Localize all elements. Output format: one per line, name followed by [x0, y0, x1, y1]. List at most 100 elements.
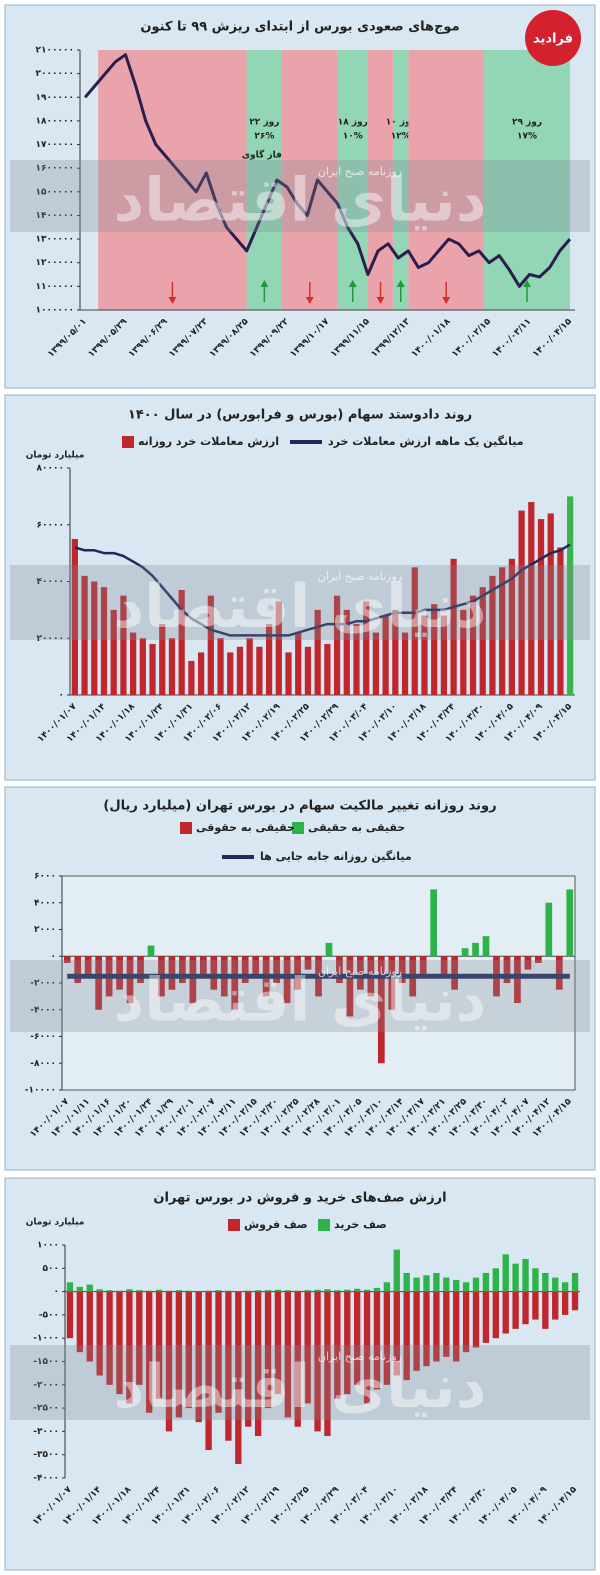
bar — [205, 1291, 212, 1451]
bar — [423, 1291, 430, 1367]
y-tick-label: -۳۰۰۰ — [33, 1427, 59, 1437]
bar — [324, 1291, 331, 1437]
bar — [139, 638, 146, 695]
bar — [71, 538, 78, 695]
legend-label: صف فروش — [244, 1218, 308, 1231]
bar — [482, 936, 490, 957]
bar — [403, 1291, 410, 1381]
trend-arrow-head — [348, 280, 357, 287]
bar — [502, 1291, 509, 1334]
y-tick-label: ۱۰۰۰۰۰۰ — [36, 306, 74, 316]
y-tick-label: -۲۰۰۰ — [30, 979, 56, 989]
bar — [284, 1290, 292, 1292]
bar — [304, 1290, 311, 1292]
bar — [185, 1290, 192, 1292]
y-tick-label: ۱۲۰۰۰۰۰ — [36, 258, 74, 268]
y-tick-label: ۱۰۰۰ — [37, 1241, 59, 1251]
bar — [482, 1272, 490, 1292]
y-unit: میلیارد تومان — [26, 451, 85, 461]
bar — [155, 1291, 163, 1399]
bar — [314, 609, 321, 695]
bar — [116, 956, 123, 990]
bar — [195, 1291, 202, 1423]
chart-title: روند روزانه تغییر مالکیت سهام در بورس ته… — [103, 799, 496, 814]
line-series — [74, 543, 571, 637]
bar — [63, 956, 71, 963]
bar — [334, 1290, 341, 1292]
bar — [168, 956, 176, 990]
line-series — [83, 53, 572, 288]
bar — [273, 956, 280, 983]
watermark-band — [10, 565, 590, 640]
chart-title: موج‌های صعودی بورس از ابتدای ریزش ۹۹ تا … — [140, 20, 459, 35]
bar — [91, 581, 98, 695]
bar — [245, 1290, 252, 1292]
bar — [325, 942, 333, 957]
bar — [561, 1291, 569, 1315]
bar — [492, 1268, 499, 1292]
bar — [433, 1272, 440, 1292]
bar — [324, 643, 331, 695]
y-tick-label: ۲۰۰۰۰ — [37, 634, 64, 644]
bar — [136, 1290, 143, 1292]
bar — [188, 660, 195, 695]
bar — [231, 956, 239, 1010]
bar — [334, 1291, 341, 1399]
bar — [235, 1291, 242, 1465]
bar — [126, 956, 134, 1004]
y-tick-label: -۸۰۰۰ — [30, 1059, 56, 1069]
bar — [274, 1291, 282, 1395]
bar — [294, 1290, 301, 1292]
bar — [433, 1291, 440, 1362]
bar — [155, 1289, 163, 1292]
bar — [537, 519, 545, 695]
bar — [453, 1279, 460, 1292]
bar — [225, 1291, 232, 1441]
y-tick-label: ۱۸۰۰۰۰۰ — [36, 116, 74, 126]
region-label: ۲۶% — [254, 132, 274, 142]
bar — [571, 1272, 579, 1292]
region-label: ۱۰% — [343, 132, 363, 142]
legend-label: حقیقی به حقیقی — [308, 821, 405, 834]
bar — [66, 1291, 74, 1339]
bar — [304, 1291, 311, 1404]
bar — [502, 1254, 509, 1292]
bar — [555, 956, 563, 990]
bar — [343, 609, 350, 695]
bar — [472, 1277, 480, 1292]
bar — [383, 1282, 391, 1292]
legend-swatch — [228, 1219, 240, 1231]
y-tick-label: ۱۵۰۰۰۰۰ — [36, 187, 74, 197]
bar — [344, 1291, 351, 1395]
bar — [508, 558, 515, 695]
bar — [283, 956, 291, 1004]
bar — [76, 1286, 84, 1292]
watermark-subtitle: روزنامه صبح ایران — [318, 965, 402, 978]
bar — [178, 590, 185, 695]
region-label: ۲۲ روز — [249, 118, 279, 128]
bar — [146, 1290, 153, 1292]
bar — [344, 1289, 351, 1292]
region-label: ۱۸ روز — [338, 118, 368, 128]
bar — [392, 609, 399, 695]
bar — [512, 1263, 519, 1292]
bar — [116, 1290, 123, 1292]
y-tick-label: ۰ — [51, 952, 57, 962]
region-label: ۱۲% — [391, 132, 411, 142]
watermark: دنیای اقتصاد — [113, 166, 486, 236]
bar — [185, 1291, 192, 1409]
bar — [189, 956, 197, 1004]
bar — [450, 558, 457, 695]
bar — [81, 575, 88, 695]
region-label: ۲۹ روز — [512, 118, 542, 128]
watermark-band — [10, 1345, 590, 1420]
bar — [252, 956, 260, 977]
bar — [215, 1291, 222, 1413]
bar — [462, 1282, 470, 1292]
y-tick-label: ۱۱۰۰۰۰۰ — [36, 282, 74, 292]
bar — [346, 956, 354, 1017]
bar — [333, 595, 341, 695]
bar — [557, 547, 564, 695]
y-tick-label: -۳۵۰۰ — [33, 1450, 59, 1460]
bar — [552, 1277, 559, 1292]
